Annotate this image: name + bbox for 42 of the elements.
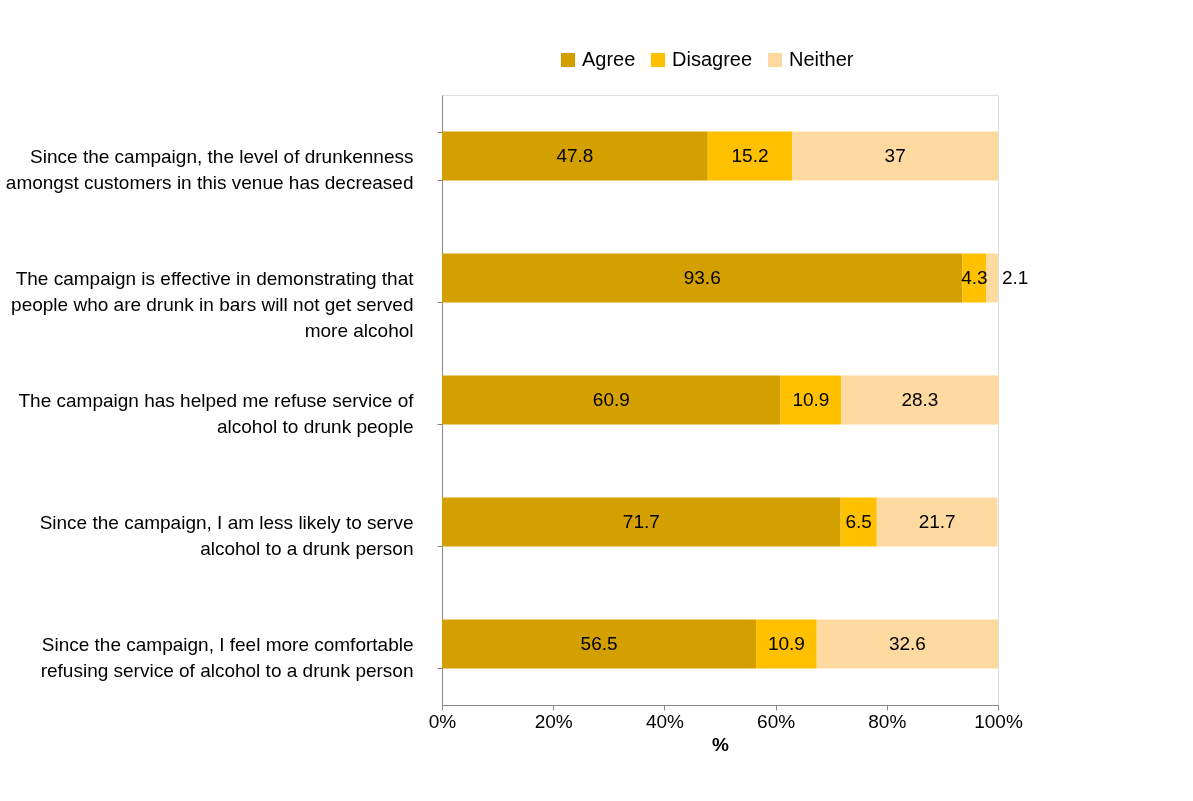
bar (442, 131, 708, 181)
bar (756, 619, 817, 669)
data-label: 10.9 (792, 389, 830, 410)
bar (707, 131, 793, 181)
data-label: 47.8 (556, 145, 594, 166)
bar (442, 619, 757, 669)
bar (876, 497, 998, 547)
bar (986, 253, 998, 303)
legend-label: Disagree (672, 48, 753, 70)
x-tick-label: 40% (645, 710, 685, 732)
y-tick-label: The campaign has helped me refuse service of alcohol to drunk people (18, 389, 415, 437)
data-label: 2.1 (1002, 267, 1029, 288)
data-label: 37 (884, 145, 906, 166)
y-tick-label: Since the campaign, I feel more comfortable refusing service of alcohol to a drunk person (40, 633, 414, 681)
bar (442, 497, 841, 547)
data-label: 93.6 (683, 267, 721, 288)
x-tick-label: 80% (868, 710, 907, 732)
y-tick-label: Since the campaign, the level of drunkenness amongst customers in this venue has decreased (5, 145, 414, 193)
bar (442, 253, 963, 303)
data-label: 21.7 (918, 511, 956, 532)
x-tick-label: 60% (757, 710, 796, 732)
bar (780, 375, 842, 425)
x-tick-label: 20% (534, 710, 573, 732)
bar (442, 375, 781, 425)
data-label: 28.3 (901, 389, 939, 410)
data-label: 60.9 (592, 389, 630, 410)
bar (792, 131, 998, 181)
data-label: 10.9 (767, 633, 805, 654)
y-tick-label: Since the campaign, I am less likely to serve alcohol to a drunk person (39, 511, 414, 559)
data-label: 71.7 (622, 511, 660, 532)
data-label: 56.5 (580, 633, 618, 654)
bar (841, 375, 999, 425)
legend-label: Agree (582, 48, 636, 70)
legend-label: Neither (789, 48, 854, 70)
data-label: 15.2 (731, 145, 769, 166)
data-label: 32.6 (888, 633, 926, 654)
y-tick-label: The campaign is effective in demonstrating that people who are drunk in bars will not get served more alcohol (11, 267, 415, 341)
x-tick-label: 100% (974, 710, 1023, 732)
data-label: 6.5 (845, 511, 872, 532)
x-axis-title: % (712, 733, 730, 755)
x-tick-label: 0% (428, 710, 457, 732)
bar (816, 619, 998, 669)
